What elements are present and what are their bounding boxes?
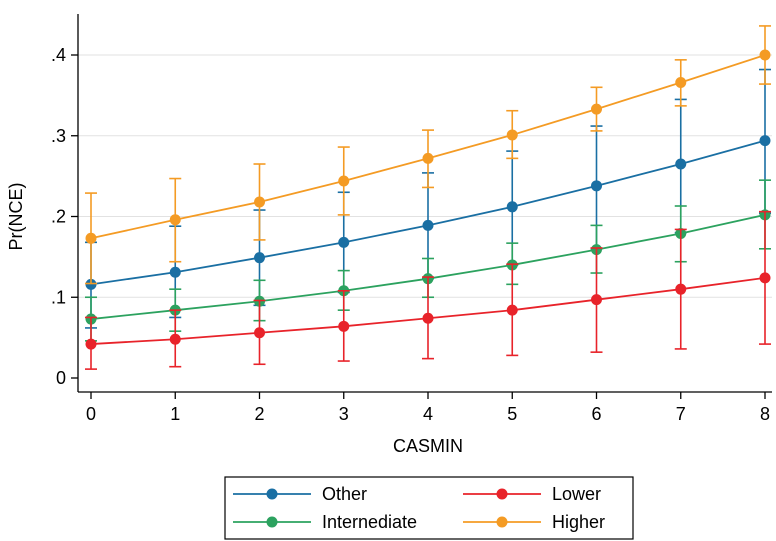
data-point: [338, 236, 350, 248]
data-point: [591, 180, 602, 192]
data-point: [759, 272, 771, 284]
data-point: [254, 196, 265, 208]
x-tick-label: 8: [760, 404, 770, 424]
x-tick-label: 5: [507, 404, 517, 424]
data-point: [506, 129, 518, 141]
legend-label: Other: [322, 484, 367, 504]
y-axis-title: Pr(NCE): [6, 183, 26, 251]
x-tick-label: 7: [676, 404, 686, 424]
x-tick-label: 0: [86, 404, 96, 424]
x-tick-label: 6: [591, 404, 601, 424]
x-tick-label: 1: [170, 404, 180, 424]
data-point: [591, 103, 602, 115]
legend-swatch-marker: [266, 516, 278, 528]
series-group: [85, 210, 771, 370]
legend-box: [224, 476, 634, 540]
y-tick-label: .4: [51, 45, 66, 65]
y-tick-label: .2: [51, 207, 66, 227]
data-point: [591, 294, 602, 306]
legend: Other Lower Internediate Higher: [224, 476, 634, 540]
x-tick-label: 3: [339, 404, 349, 424]
data-point: [422, 152, 434, 164]
data-point: [675, 283, 687, 295]
data-point: [422, 219, 434, 231]
data-point: [338, 320, 350, 332]
axes: 0 .1 .2 .3 .4 0 1 2 3 4 5 6 7 8: [51, 14, 772, 424]
data-point: [506, 304, 518, 316]
y-tick-label: .1: [51, 287, 66, 307]
data-point: [422, 312, 434, 324]
data-point: [759, 135, 771, 147]
y-tick-label: 0: [56, 368, 66, 388]
data-point: [85, 278, 97, 290]
legend-swatch-marker: [266, 488, 278, 500]
legend-label: Internediate: [322, 512, 417, 532]
data-point: [506, 201, 518, 213]
data-point: [254, 327, 265, 339]
data-point: [254, 252, 265, 264]
data-point: [169, 266, 181, 278]
series-group: [85, 25, 771, 285]
legend-label: Higher: [552, 512, 605, 532]
series-layer: [85, 25, 771, 370]
legend-swatch-marker: [496, 516, 508, 528]
legend-swatch-marker: [496, 488, 508, 500]
data-point: [85, 232, 97, 244]
data-point: [338, 175, 350, 187]
x-tick-label: 2: [254, 404, 264, 424]
y-tick-label: .3: [51, 126, 66, 146]
data-point: [675, 158, 687, 170]
x-axis-title: CASMIN: [393, 436, 463, 456]
data-point: [169, 214, 181, 226]
data-point: [759, 49, 771, 61]
data-point: [675, 76, 687, 88]
x-tick-label: 4: [423, 404, 433, 424]
data-point: [85, 338, 97, 350]
data-point: [169, 333, 181, 345]
legend-label: Lower: [552, 484, 601, 504]
